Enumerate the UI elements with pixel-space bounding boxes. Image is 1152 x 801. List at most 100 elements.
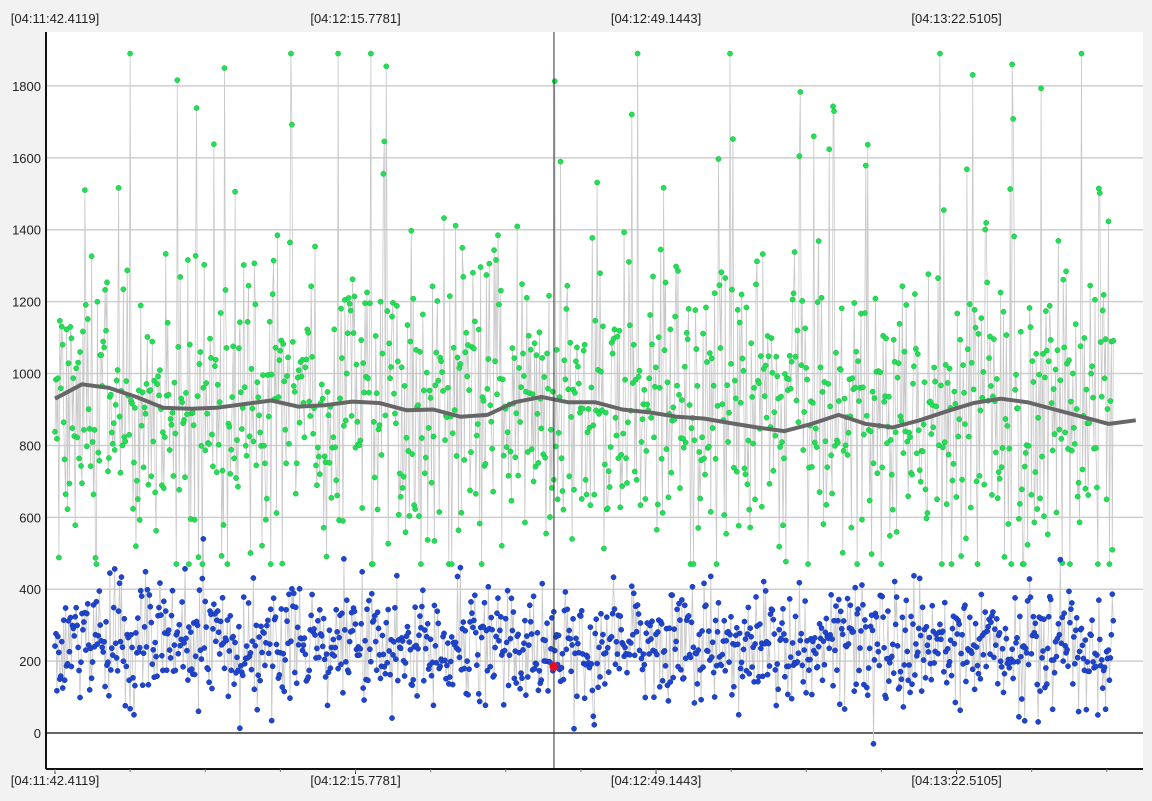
blue-point xyxy=(75,644,81,651)
green-point xyxy=(93,561,100,567)
blue-point xyxy=(99,644,106,651)
green-point xyxy=(820,521,827,528)
blue-point xyxy=(409,682,416,689)
green-point xyxy=(1047,337,1054,343)
blue-point xyxy=(133,630,139,636)
green-point xyxy=(1031,519,1038,526)
blue-point xyxy=(393,656,399,663)
green-point xyxy=(1011,233,1017,240)
blue-point xyxy=(472,629,479,636)
green-point xyxy=(186,341,193,348)
blue-point xyxy=(1039,654,1045,661)
green-point xyxy=(130,505,136,512)
green-point xyxy=(733,468,740,475)
blue-point xyxy=(283,606,289,613)
blue-point xyxy=(591,721,598,728)
green-point xyxy=(708,355,715,362)
green-point xyxy=(513,410,520,417)
green-point xyxy=(976,473,983,479)
green-point xyxy=(472,491,479,497)
blue-point xyxy=(468,599,474,605)
green-point xyxy=(738,291,745,298)
blue-point xyxy=(268,717,275,724)
blue-point xyxy=(108,667,114,673)
blue-point xyxy=(264,617,271,624)
green-point xyxy=(587,502,594,509)
blue-point xyxy=(894,643,901,649)
blue-point xyxy=(199,575,206,582)
green-point xyxy=(957,336,964,343)
green-point xyxy=(617,504,624,511)
green-point xyxy=(292,490,299,497)
blue-point xyxy=(61,677,68,683)
green-point xyxy=(712,455,719,462)
blue-point xyxy=(330,636,337,643)
green-point xyxy=(340,518,346,524)
green-point xyxy=(543,530,549,537)
blue-point xyxy=(399,638,406,644)
blue-point xyxy=(568,668,574,675)
green-point xyxy=(917,478,924,485)
blue-point xyxy=(417,613,423,619)
green-point xyxy=(731,377,738,384)
green-point xyxy=(156,392,162,399)
blue-point xyxy=(701,580,707,587)
green-point xyxy=(742,471,749,478)
green-point xyxy=(705,443,712,450)
green-point xyxy=(202,447,209,454)
green-point xyxy=(126,431,133,438)
green-point xyxy=(643,448,650,454)
blue-point xyxy=(223,637,230,644)
green-point xyxy=(801,409,808,415)
blue-point xyxy=(358,620,365,627)
green-point xyxy=(382,412,389,419)
x-axis-bottom-ticks: [04:11:42.4119] [04:12:15.7781] [04:12:49.… xyxy=(11,769,1108,788)
green-point xyxy=(161,434,168,440)
green-point xyxy=(522,519,528,526)
blue-point xyxy=(910,621,916,627)
green-point xyxy=(290,339,296,345)
green-point xyxy=(106,455,112,461)
blue-point xyxy=(698,696,704,703)
green-point xyxy=(993,376,1000,382)
green-point xyxy=(252,301,259,308)
blue-point xyxy=(177,642,184,649)
blue-point xyxy=(73,604,80,611)
blue-point xyxy=(850,628,857,635)
green-point xyxy=(296,419,303,426)
green-point xyxy=(256,412,262,419)
green-point xyxy=(358,337,365,343)
blue-point xyxy=(649,618,655,625)
green-point xyxy=(567,339,574,346)
blue-point xyxy=(152,639,159,646)
blue-point xyxy=(1069,681,1076,687)
blue-point xyxy=(771,631,778,637)
green-point xyxy=(374,506,381,513)
green-point xyxy=(442,437,448,443)
green-point xyxy=(346,300,353,307)
green-point xyxy=(861,310,868,316)
blue-point xyxy=(210,625,216,632)
green-point xyxy=(855,358,861,364)
green-point xyxy=(466,387,472,394)
blue-point xyxy=(1068,606,1074,612)
green-point xyxy=(394,358,401,365)
green-point xyxy=(338,305,344,312)
green-point xyxy=(989,492,995,498)
blue-point xyxy=(273,641,280,648)
green-point xyxy=(347,307,354,314)
blue-point xyxy=(681,602,688,609)
green-point xyxy=(66,480,73,487)
y-tick-label: 1600 xyxy=(12,151,41,166)
green-point xyxy=(114,367,121,373)
blue-point xyxy=(628,583,635,590)
blue-point xyxy=(890,670,897,676)
blue-point xyxy=(352,621,359,627)
blue-point xyxy=(64,660,71,667)
blue-point xyxy=(301,635,308,641)
blue-point xyxy=(139,682,146,689)
green-point xyxy=(653,526,660,533)
blue-point xyxy=(315,617,321,624)
green-point xyxy=(779,439,785,445)
